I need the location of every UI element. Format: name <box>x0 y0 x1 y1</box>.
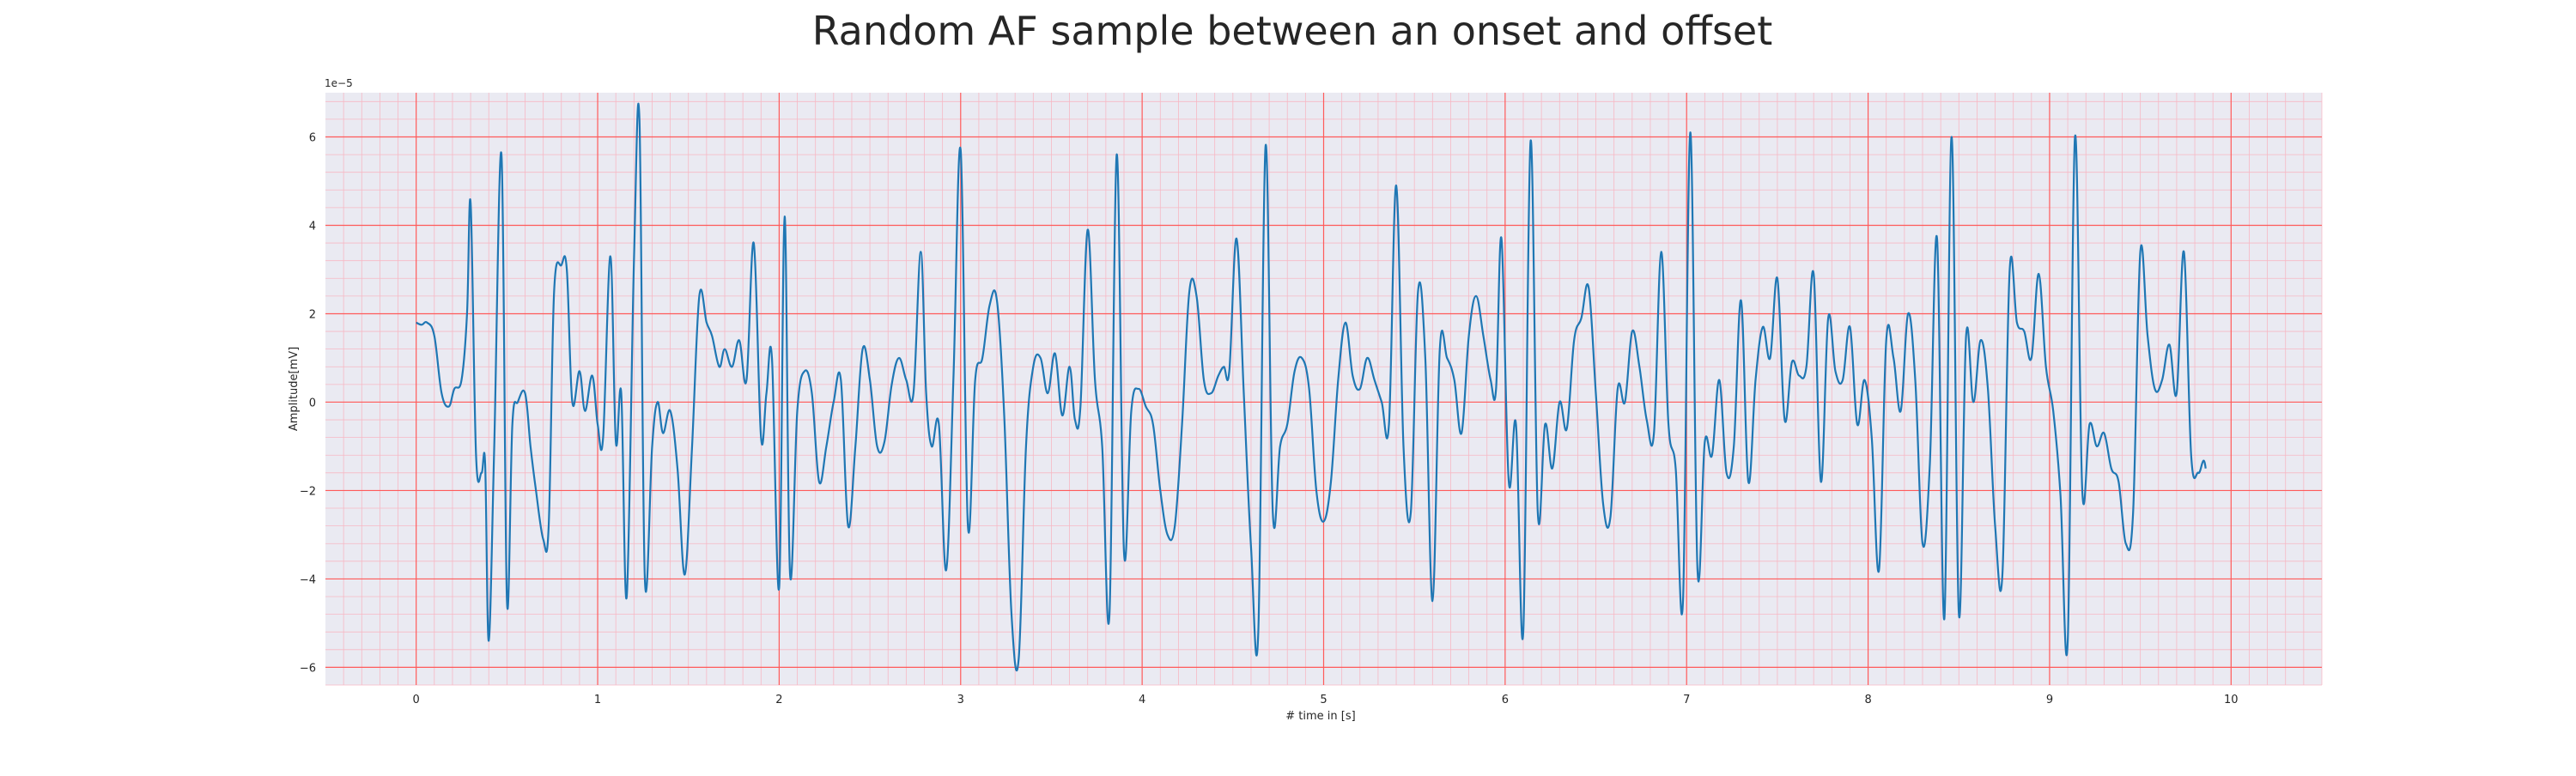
y-offset-label: 1e−5 <box>325 77 353 89</box>
x-tick-label: 2 <box>775 694 782 706</box>
plot-area: 0 1 2 3 4 5 6 7 8 9 10 −6 −4 −2 0 2 4 6 <box>300 93 2323 706</box>
x-tick-label: 6 <box>1502 694 1509 706</box>
x-tick-label: 4 <box>1139 694 1145 706</box>
y-tick-label: −2 <box>300 485 316 498</box>
x-tick-label: 0 <box>413 694 420 706</box>
x-tick-label: 3 <box>957 694 964 706</box>
x-tick-label: 10 <box>2224 694 2239 706</box>
x-tick-label: 7 <box>1683 694 1690 706</box>
series-line-af-sample <box>416 102 2207 672</box>
x-tick-label: 5 <box>1320 694 1327 706</box>
y-tick-label: −4 <box>300 573 316 586</box>
y-tick-label: 4 <box>309 220 316 233</box>
y-tick-label: 0 <box>309 397 316 409</box>
y-tick-label: −6 <box>300 662 316 675</box>
y-axis-label: Amplitude[mV] <box>288 347 301 431</box>
y-tick-label: 6 <box>309 131 316 144</box>
chart-title: Random AF sample between an onset and of… <box>812 8 1773 54</box>
y-tick-label: 2 <box>309 308 316 321</box>
x-tick-label: 1 <box>594 694 601 706</box>
x-axis-label: # time in [s] <box>1285 710 1355 723</box>
x-tick-label: 8 <box>1864 694 1871 706</box>
x-tick-label: 9 <box>2046 694 2053 706</box>
